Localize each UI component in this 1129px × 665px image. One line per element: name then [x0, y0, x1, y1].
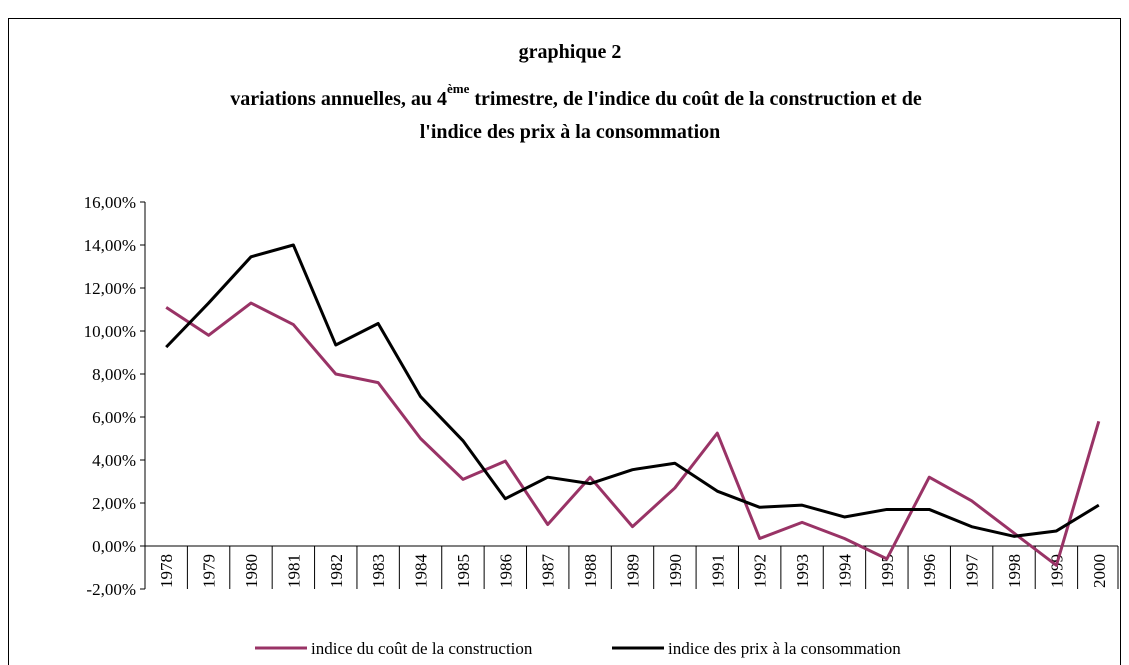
subtitle-part: variations annuelles, au 4: [230, 88, 447, 110]
y-tick-label: 8,00%: [92, 365, 136, 384]
y-tick-label: 16,00%: [84, 193, 136, 212]
series-line: [165, 243, 1100, 538]
chart-subtitle: l'indice des prix à la consommation: [420, 121, 721, 143]
x-tick-label: 1997: [963, 554, 982, 589]
x-tick-label: 1981: [284, 554, 303, 588]
x-tick-label: 1995: [878, 554, 897, 588]
y-tick-label: 2,00%: [92, 494, 136, 513]
x-tick-label: 1989: [624, 554, 643, 588]
x-tick-label: 1994: [835, 554, 854, 589]
chart-frame: [8, 18, 1121, 665]
y-tick-label: 6,00%: [92, 408, 136, 427]
chart-title: graphique 2: [519, 41, 622, 63]
x-tick-label: 1983: [369, 554, 388, 588]
x-tick-label: 1998: [1005, 554, 1024, 588]
x-tick-label: 1996: [920, 554, 939, 588]
subtitle-part: trimestre, de l'indice du coût de la con…: [469, 88, 921, 110]
x-tick-label: 1979: [200, 554, 219, 588]
y-tick-label: 10,00%: [84, 322, 136, 341]
x-tick-label: 1986: [496, 554, 515, 588]
x-tick-label: 1978: [157, 554, 176, 588]
legend-label: indice des prix à la consommation: [668, 639, 901, 658]
y-tick-label: 12,00%: [84, 279, 136, 298]
x-tick-label: 1984: [412, 554, 431, 589]
chart-subtitle: variations annuelles, au 4ème trimestre,…: [230, 81, 922, 110]
x-tick-label: 1985: [454, 554, 473, 588]
legend-label: indice du coût de la construction: [311, 639, 533, 658]
x-tick-label: 1982: [327, 554, 346, 588]
y-tick-label: 0,00%: [92, 537, 136, 556]
x-tick-label: 2000: [1090, 554, 1109, 588]
x-tick-label: 1990: [666, 554, 685, 588]
x-tick-label: 1992: [751, 554, 770, 588]
x-tick-label: 1991: [708, 554, 727, 588]
y-tick-label: 14,00%: [84, 236, 136, 255]
x-tick-label: 1980: [242, 554, 261, 588]
subtitle-superscript: ème: [447, 81, 470, 96]
y-tick-label: -2,00%: [86, 580, 136, 599]
x-tick-label: 1993: [793, 554, 812, 588]
x-tick-label: 1988: [581, 554, 600, 588]
x-tick-label: 1987: [539, 554, 558, 589]
series-line: [165, 301, 1101, 567]
y-tick-label: 4,00%: [92, 451, 136, 470]
